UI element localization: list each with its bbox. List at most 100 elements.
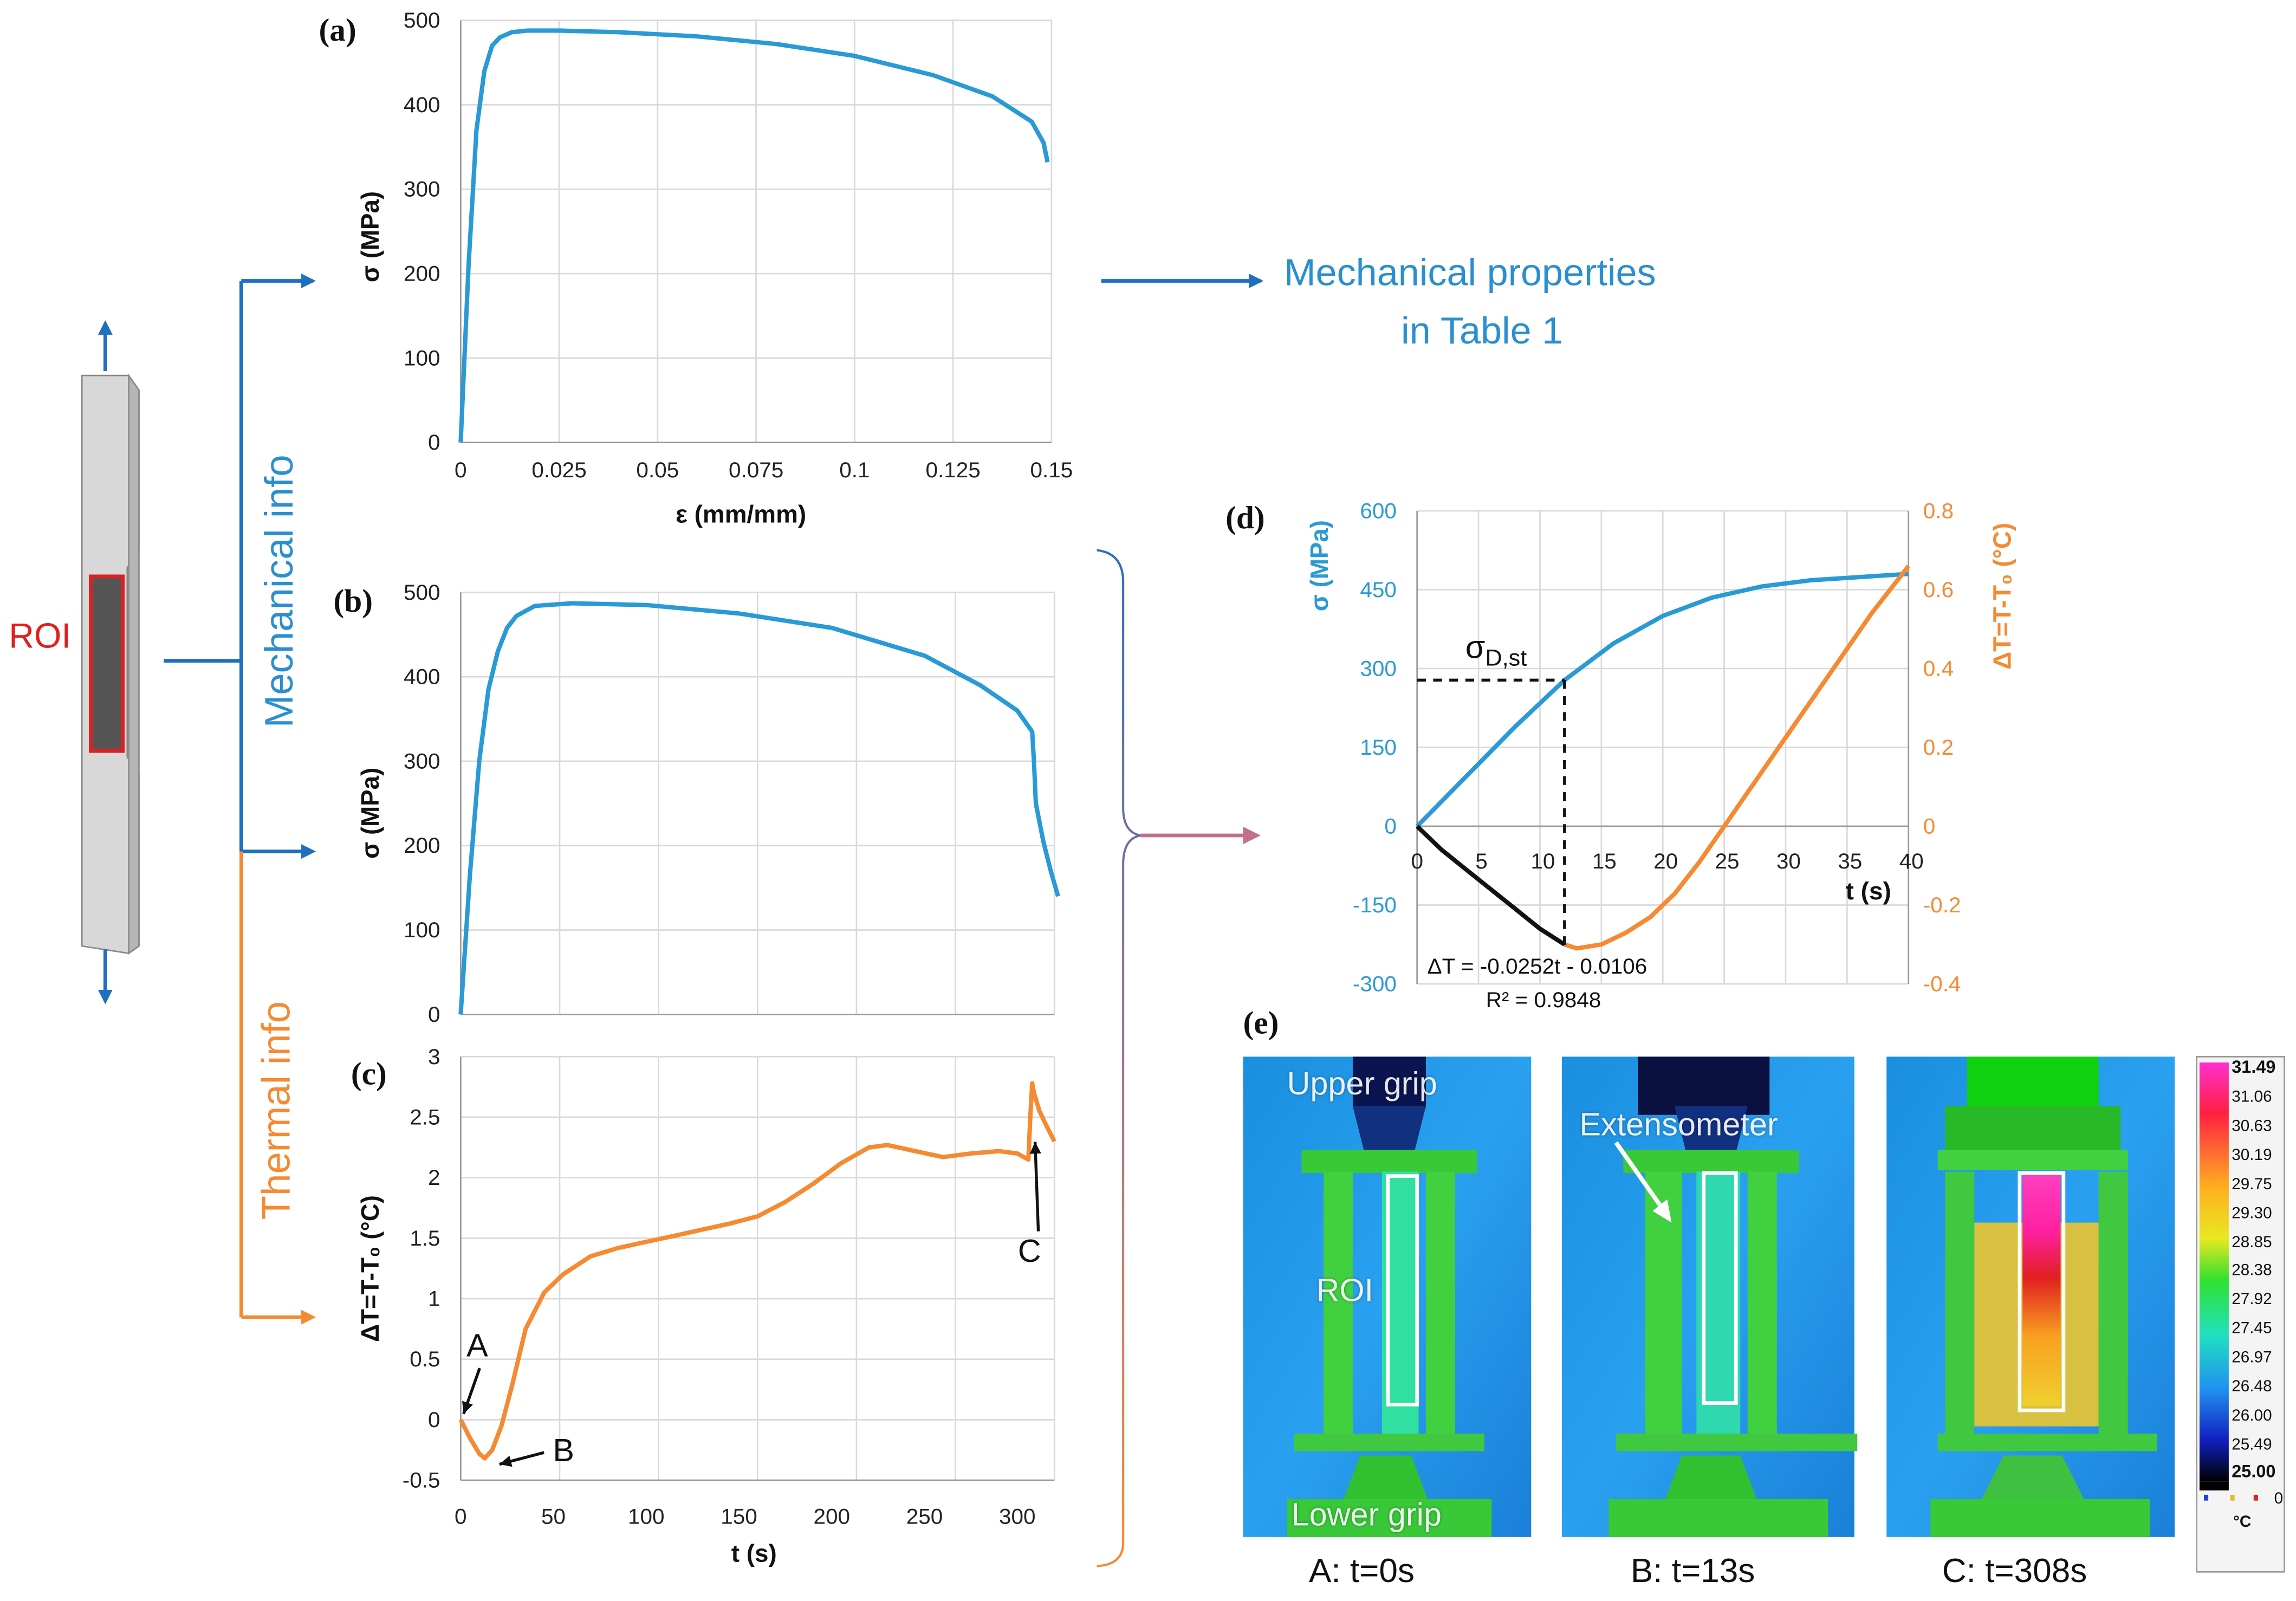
roi-image-label: ROI — [1316, 1272, 1374, 1309]
panel-label-e: (e) — [1243, 1004, 1279, 1041]
x-tick-label: 5 — [1475, 848, 1488, 873]
roi-label: ROI — [9, 617, 72, 657]
y-tick-label: -150 — [1353, 892, 1397, 917]
x-tick-label: 30 — [1776, 848, 1801, 873]
extensometer-label: Extensometer — [1579, 1106, 1778, 1143]
x-tick-label: 300 — [999, 1504, 1036, 1529]
thermal-frame-b — [1561, 1056, 1858, 1537]
series-line-0 — [458, 1081, 1056, 1461]
caption-b: B: t=13s — [1630, 1551, 1755, 1590]
y-tick-label: 3 — [428, 1044, 440, 1069]
chart-c-xlabel: t (s) — [731, 1540, 777, 1568]
colorbar-tick-label: 31.06 — [2232, 1088, 2272, 1106]
colorbar — [2196, 1055, 2285, 1573]
upper-grip-label: Upper grip — [1287, 1065, 1437, 1102]
y-tick-label: 0 — [428, 1002, 440, 1027]
annotation-arrow-c — [1033, 1142, 1040, 1231]
y-tick-label: 0 — [428, 1407, 440, 1432]
y-tick-label: 400 — [404, 664, 440, 689]
brace — [1097, 549, 1141, 1567]
y-tick-label: 2 — [428, 1165, 440, 1190]
colorbar-tick-label: 30.19 — [2232, 1146, 2272, 1164]
y-tick-label: -0.5 — [403, 1468, 440, 1493]
y-tick-label: 100 — [404, 917, 440, 942]
x-tick-label: 35 — [1838, 848, 1862, 873]
x-tick-label: 0.1 — [839, 457, 870, 482]
x-tick-label: 0 — [1411, 848, 1423, 873]
colorbar-min: 25.00 — [2232, 1461, 2276, 1482]
y2-tick-label: -0.4 — [1923, 971, 1961, 996]
annotation-arrow-b-head — [499, 1455, 513, 1467]
y2-tick-label: 0.2 — [1923, 735, 1954, 760]
x-tick-label: 0.15 — [1030, 457, 1073, 482]
colorbar-tick-label: 27.45 — [2232, 1320, 2272, 1338]
x-tick-label: 0.075 — [729, 457, 783, 482]
annotation-c: C — [1017, 1233, 1041, 1269]
y2-tick-label: 0 — [1923, 814, 1936, 839]
y-tick-label: 300 — [1360, 656, 1397, 680]
series-line-0 — [1415, 572, 1909, 828]
y-tick-label: -300 — [1353, 971, 1397, 996]
x-tick-label: 0 — [455, 1504, 467, 1529]
y-tick-label: 150 — [1360, 735, 1397, 760]
series-line-0 — [458, 28, 1050, 443]
annotation-arrow-c-head — [1029, 1142, 1041, 1154]
x-tick-label: 15 — [1592, 848, 1617, 873]
y-tick-label: 500 — [404, 8, 440, 33]
chart-a-xlabel: ε (mm/mm) — [676, 501, 807, 529]
x-tick-label: 150 — [721, 1504, 757, 1529]
sigma-dst-label: σD,st — [1465, 629, 1527, 673]
y-tick-label: 300 — [404, 177, 440, 202]
x-tick-label: 0.125 — [925, 457, 980, 482]
x-tick-label: 40 — [1899, 848, 1924, 873]
regression-r2: R² = 0.9848 — [1486, 988, 1601, 1013]
mechanical-properties-text: Mechanical properties — [1284, 250, 1656, 294]
colorbar-unit: °C — [2233, 1513, 2252, 1532]
y-tick-label: 1.5 — [410, 1226, 440, 1250]
colorbar-tick-label: 26.97 — [2232, 1349, 2272, 1367]
regression-equation: ΔT = -0.0252t - 0.0106 — [1427, 955, 1648, 980]
y-tick-label: 200 — [404, 261, 440, 286]
y-tick-label: 450 — [1360, 577, 1397, 602]
panel-label-a: (a) — [319, 11, 356, 48]
colorbar-tick-label: 30.63 — [2232, 1117, 2272, 1136]
y-tick-label: 500 — [404, 580, 440, 605]
caption-a: A: t=0s — [1308, 1551, 1415, 1590]
x-tick-label: 250 — [906, 1504, 943, 1529]
colorbar-tick-label: 29.30 — [2232, 1204, 2272, 1222]
colorbar-tick-label: 26.48 — [2232, 1378, 2272, 1396]
lower-grip-label: Lower grip — [1291, 1496, 1442, 1533]
x-tick-label: 0.05 — [636, 457, 679, 482]
sigma-symbol: σ — [1465, 628, 1486, 665]
y2-tick-label: 0.6 — [1923, 577, 1954, 602]
thermal-frame-a — [1243, 1056, 1532, 1537]
colorbar-tick-label: 26.00 — [2232, 1407, 2272, 1425]
series-line-1 — [1415, 825, 1566, 947]
specimen-drawing — [81, 373, 140, 955]
y2-tick-label: 0.8 — [1923, 498, 1954, 523]
y2-tick-label: -0.2 — [1923, 892, 1961, 917]
annotation-a: A — [466, 1327, 488, 1364]
table-reference-text: in Table 1 — [1401, 308, 1564, 353]
colorbar-tick-label: 25.49 — [2232, 1436, 2272, 1454]
y2-tick-label: 0.4 — [1923, 656, 1954, 680]
y-tick-label: 100 — [404, 345, 440, 370]
x-tick-label: 0.025 — [531, 457, 586, 482]
colorbar-tick-label: 28.85 — [2232, 1233, 2272, 1251]
panel-label-d: (d) — [1225, 499, 1265, 536]
y-tick-label: 0 — [1384, 814, 1397, 839]
colorbar-max: 31.49 — [2232, 1056, 2276, 1077]
y-tick-label: 300 — [404, 749, 440, 774]
x-tick-label: 25 — [1715, 848, 1739, 873]
y-tick-label: 0.5 — [410, 1346, 440, 1371]
series-line-0 — [458, 601, 1060, 1015]
caption-c: C: t=308s — [1942, 1551, 2087, 1590]
thermal-frame-c — [1886, 1056, 2175, 1537]
y-tick-label: 0 — [428, 430, 440, 455]
